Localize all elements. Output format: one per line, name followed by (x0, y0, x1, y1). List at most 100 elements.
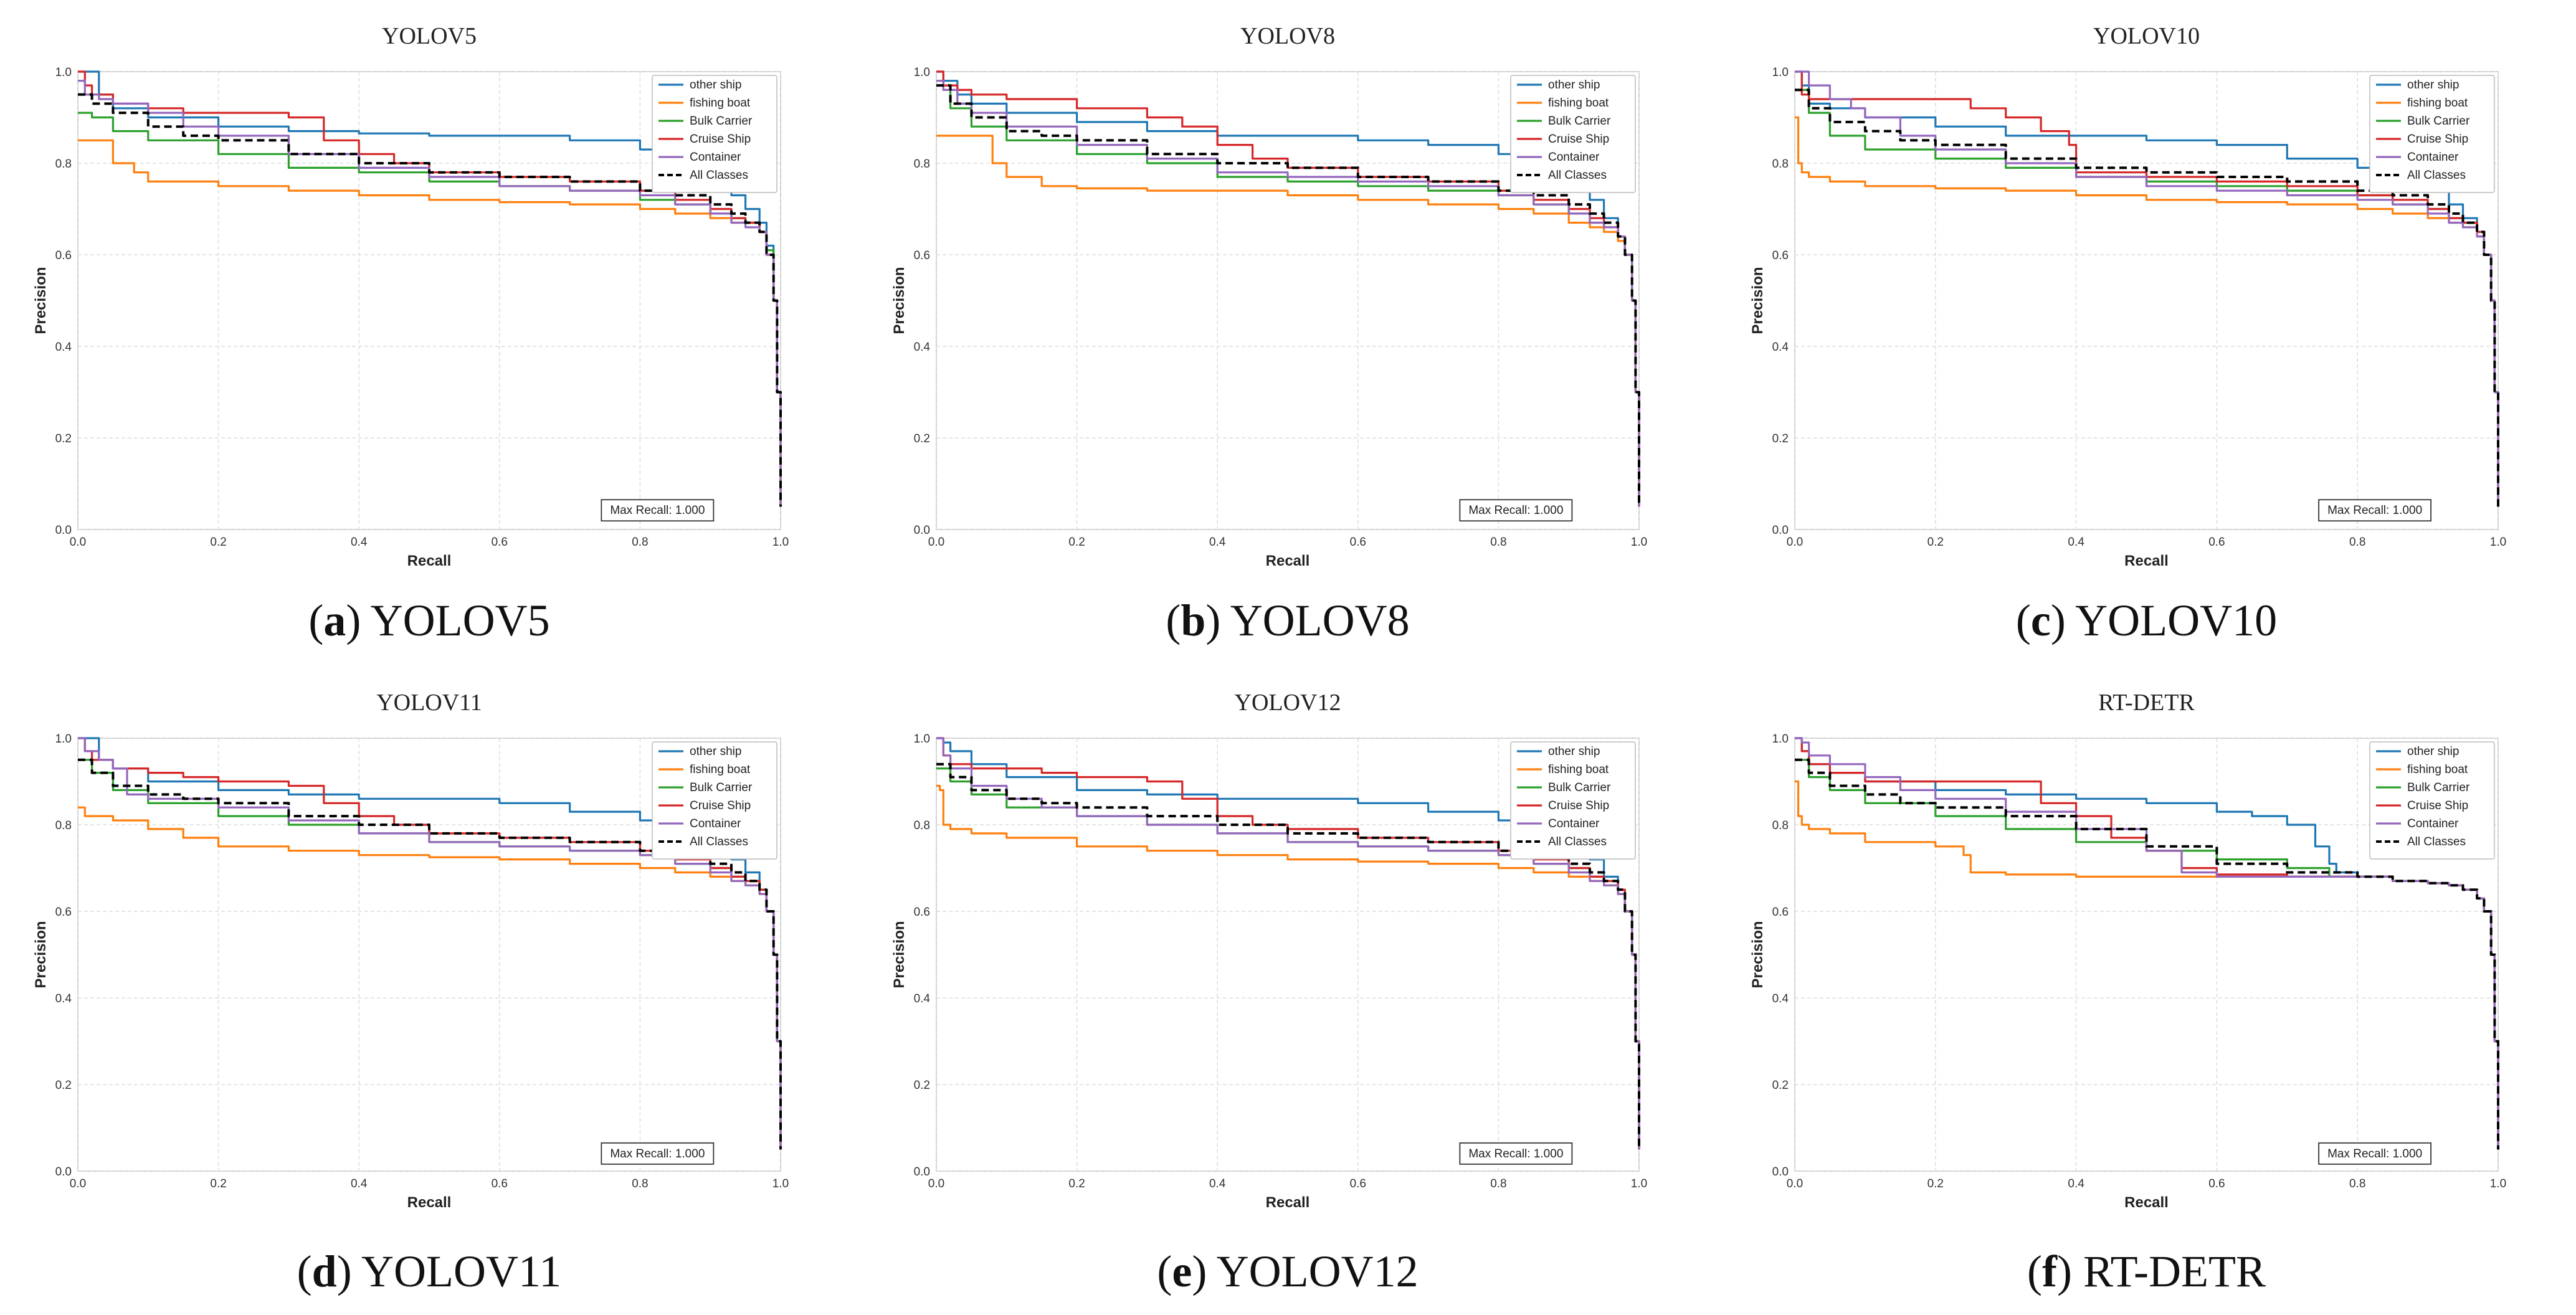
y-axis-label: Precision (891, 921, 908, 988)
panel-yolov12: YOLOV12 0.0 0.2 0.4 0.6 0.8 1.0 0.0 0.2 0.4 0.6 0.8… (858, 667, 1717, 1315)
legend: other ship fishing boat Bulk Carrier Cruise… (652, 741, 777, 860)
y-tick-label: 0.0 (914, 1165, 930, 1179)
x-tick-label: 1.0 (1631, 1177, 1647, 1190)
x-tick-label: 0.8 (632, 1177, 648, 1190)
caption-letter: c (2030, 596, 2051, 645)
legend-box (1510, 741, 1636, 860)
legend: other ship fishing boat Bulk Carrier Cruise… (2369, 75, 2495, 193)
max-recall-box (601, 1142, 715, 1165)
legend-box (652, 741, 777, 860)
max-recall-box (1459, 1142, 1573, 1165)
y-tick-label: 0.6 (55, 906, 72, 919)
chart-title: RT-DETR (2098, 690, 2195, 716)
y-tick-label: 1.0 (55, 733, 72, 746)
series-line-cruise-ship (78, 737, 782, 1150)
x-tick-label: 1.0 (2490, 1177, 2506, 1190)
legend: other ship fishing boat Bulk Carrier Cruise… (2369, 741, 2495, 860)
legend-label-all-classes: All Classes (1548, 169, 1607, 182)
x-axis-label: Recall (1266, 553, 1310, 569)
legend-label-bulk-carrier: Bulk Carrier (2407, 115, 2470, 128)
y-tick-label: 0.6 (914, 249, 930, 262)
x-tick-label: 0.6 (1350, 1177, 1366, 1190)
legend-label-bulk-carrier: Bulk Carrier (2407, 781, 2470, 794)
x-axis-label: Recall (407, 553, 452, 569)
panel-yolov5: YOLOV5 0.0 0.2 0.4 0.6 0.8 1.0 0.0 0.2 0.4 0.6 0.8 1… (0, 0, 858, 657)
x-tick-label: 0.6 (492, 536, 508, 549)
x-tick-label: 0.2 (210, 536, 226, 549)
series-lines (1795, 737, 2499, 1150)
x-tick-label: 0.4 (1209, 1177, 1226, 1190)
series-line-all-classes (1795, 758, 2499, 1150)
y-axis-label: Precision (1749, 267, 1766, 334)
legend-box (652, 75, 777, 193)
caption-text: YOLOV10 (2075, 596, 2278, 645)
chart-svg: RT-DETR 0.0 0.2 0.4 0.6 0.8 1.0 0.0 0.2 0.4 0.6 0.8… (1749, 690, 2506, 1211)
x-tick-label: 0.6 (2208, 536, 2225, 549)
caption-letter: b (1181, 596, 1206, 645)
series-line-container (78, 80, 782, 507)
y-axis-label: Precision (32, 921, 49, 988)
y-tick-label: 0.4 (55, 341, 72, 354)
series-line-all-classes (936, 762, 1640, 1150)
panel-yolov10: YOLOV10 0.0 0.2 0.4 0.6 0.8 1.0 0.0 0.2 0.4 0.6 0.8… (1717, 0, 2576, 657)
panel-caption: (e) YOLOV12 (1157, 1246, 1419, 1296)
x-tick-label: 0.8 (632, 536, 648, 549)
chart-svg: YOLOV5 0.0 0.2 0.4 0.6 0.8 1.0 0.0 0.2 0.4 0.6 0.8 1… (32, 23, 789, 569)
x-tick-label: 0.0 (928, 536, 944, 549)
y-tick-label: 0.4 (1772, 341, 1789, 354)
panel-caption: (c) YOLOV10 (2015, 596, 2278, 645)
legend-label-fishing-boat: fishing boat (1548, 97, 1609, 110)
x-tick-label: 0.4 (2068, 536, 2084, 549)
legend-label-fishing-boat: fishing boat (2407, 763, 2468, 776)
legend-label-all-classes: All Classes (2407, 169, 2466, 182)
max-recall-box (1459, 499, 1573, 522)
x-tick-label: 0.8 (2349, 1177, 2365, 1190)
legend-label-all-classes: All Classes (690, 169, 748, 182)
legend-label-cruise-ship: Cruise Ship (1548, 799, 1609, 812)
x-tick-label: 0.2 (1927, 1177, 1944, 1190)
y-tick-label: 0.8 (914, 819, 930, 832)
grid (1794, 71, 2499, 530)
legend-label-all-classes: All Classes (2407, 835, 2466, 848)
y-tick-label: 0.4 (914, 992, 931, 1005)
x-tick-label: 0.0 (70, 1177, 86, 1190)
x-tick-label: 0.4 (2068, 1177, 2084, 1190)
series-lines (1795, 70, 2499, 507)
x-axis-label: Recall (1266, 1194, 1310, 1211)
y-tick-label: 0.0 (55, 524, 72, 537)
x-tick-label: 0.2 (210, 1177, 226, 1190)
x-tick-label: 0.0 (1787, 1177, 1803, 1190)
y-tick-label: 0.2 (1772, 432, 1789, 445)
x-tick-label: 0.2 (1927, 536, 1944, 549)
legend-label-other-ship: other ship (690, 78, 741, 92)
y-axis-label: Precision (1749, 921, 1766, 988)
legend-box (2369, 741, 2495, 860)
y-tick-label: 0.6 (914, 906, 930, 919)
y-tick-label: 0.0 (914, 524, 930, 537)
x-tick-label: 1.0 (772, 536, 789, 549)
max-recall-label: Max Recall: 1.000 (1468, 1147, 1563, 1161)
legend-label-container: Container (2407, 817, 2459, 830)
series-line-all-classes (1795, 88, 2499, 507)
y-tick-label: 0.2 (55, 1079, 72, 1092)
legend-label-container: Container (1548, 151, 1600, 164)
legend-label-cruise-ship: Cruise Ship (2407, 799, 2468, 812)
legend-label-other-ship: other ship (2407, 78, 2459, 92)
legend-label-container: Container (2407, 151, 2459, 164)
legend-label-all-classes: All Classes (690, 835, 748, 848)
legend-label-fishing-boat: fishing boat (690, 763, 751, 776)
y-tick-label: 0.8 (55, 819, 72, 832)
caption-text: YOLOV8 (1230, 596, 1410, 645)
caption-text: YOLOV5 (370, 596, 550, 645)
y-tick-label: 0.6 (55, 249, 72, 262)
legend: other ship fishing boat Bulk Carrier Cruise… (652, 75, 777, 193)
series-lines (78, 70, 782, 507)
legend-label-all-classes: All Classes (1548, 835, 1607, 848)
max-recall-box (2318, 1142, 2432, 1165)
legend-label-bulk-carrier: Bulk Carrier (1548, 781, 1611, 794)
legend-label-container: Container (690, 817, 741, 830)
x-tick-label: 0.0 (70, 536, 86, 549)
chart-title: YOLOV5 (382, 23, 477, 49)
y-tick-label: 0.4 (55, 992, 72, 1005)
y-tick-label: 0.2 (914, 1079, 930, 1092)
